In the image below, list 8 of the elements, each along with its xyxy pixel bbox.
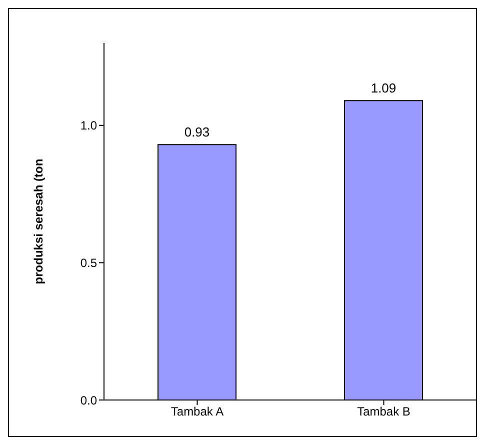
y-tick-label: 1.0 xyxy=(80,118,98,133)
data-label: 1.09 xyxy=(370,80,396,96)
y-axis-title: produksi seresah (ton xyxy=(31,158,46,284)
y-tick-label: 0.5 xyxy=(80,256,98,270)
y-tick-label: 0.0 xyxy=(80,393,98,408)
x-tick-label: Tambak B xyxy=(357,404,410,419)
data-label: 0.93 xyxy=(184,124,210,140)
x-tick-label: Tambak A xyxy=(170,404,224,419)
